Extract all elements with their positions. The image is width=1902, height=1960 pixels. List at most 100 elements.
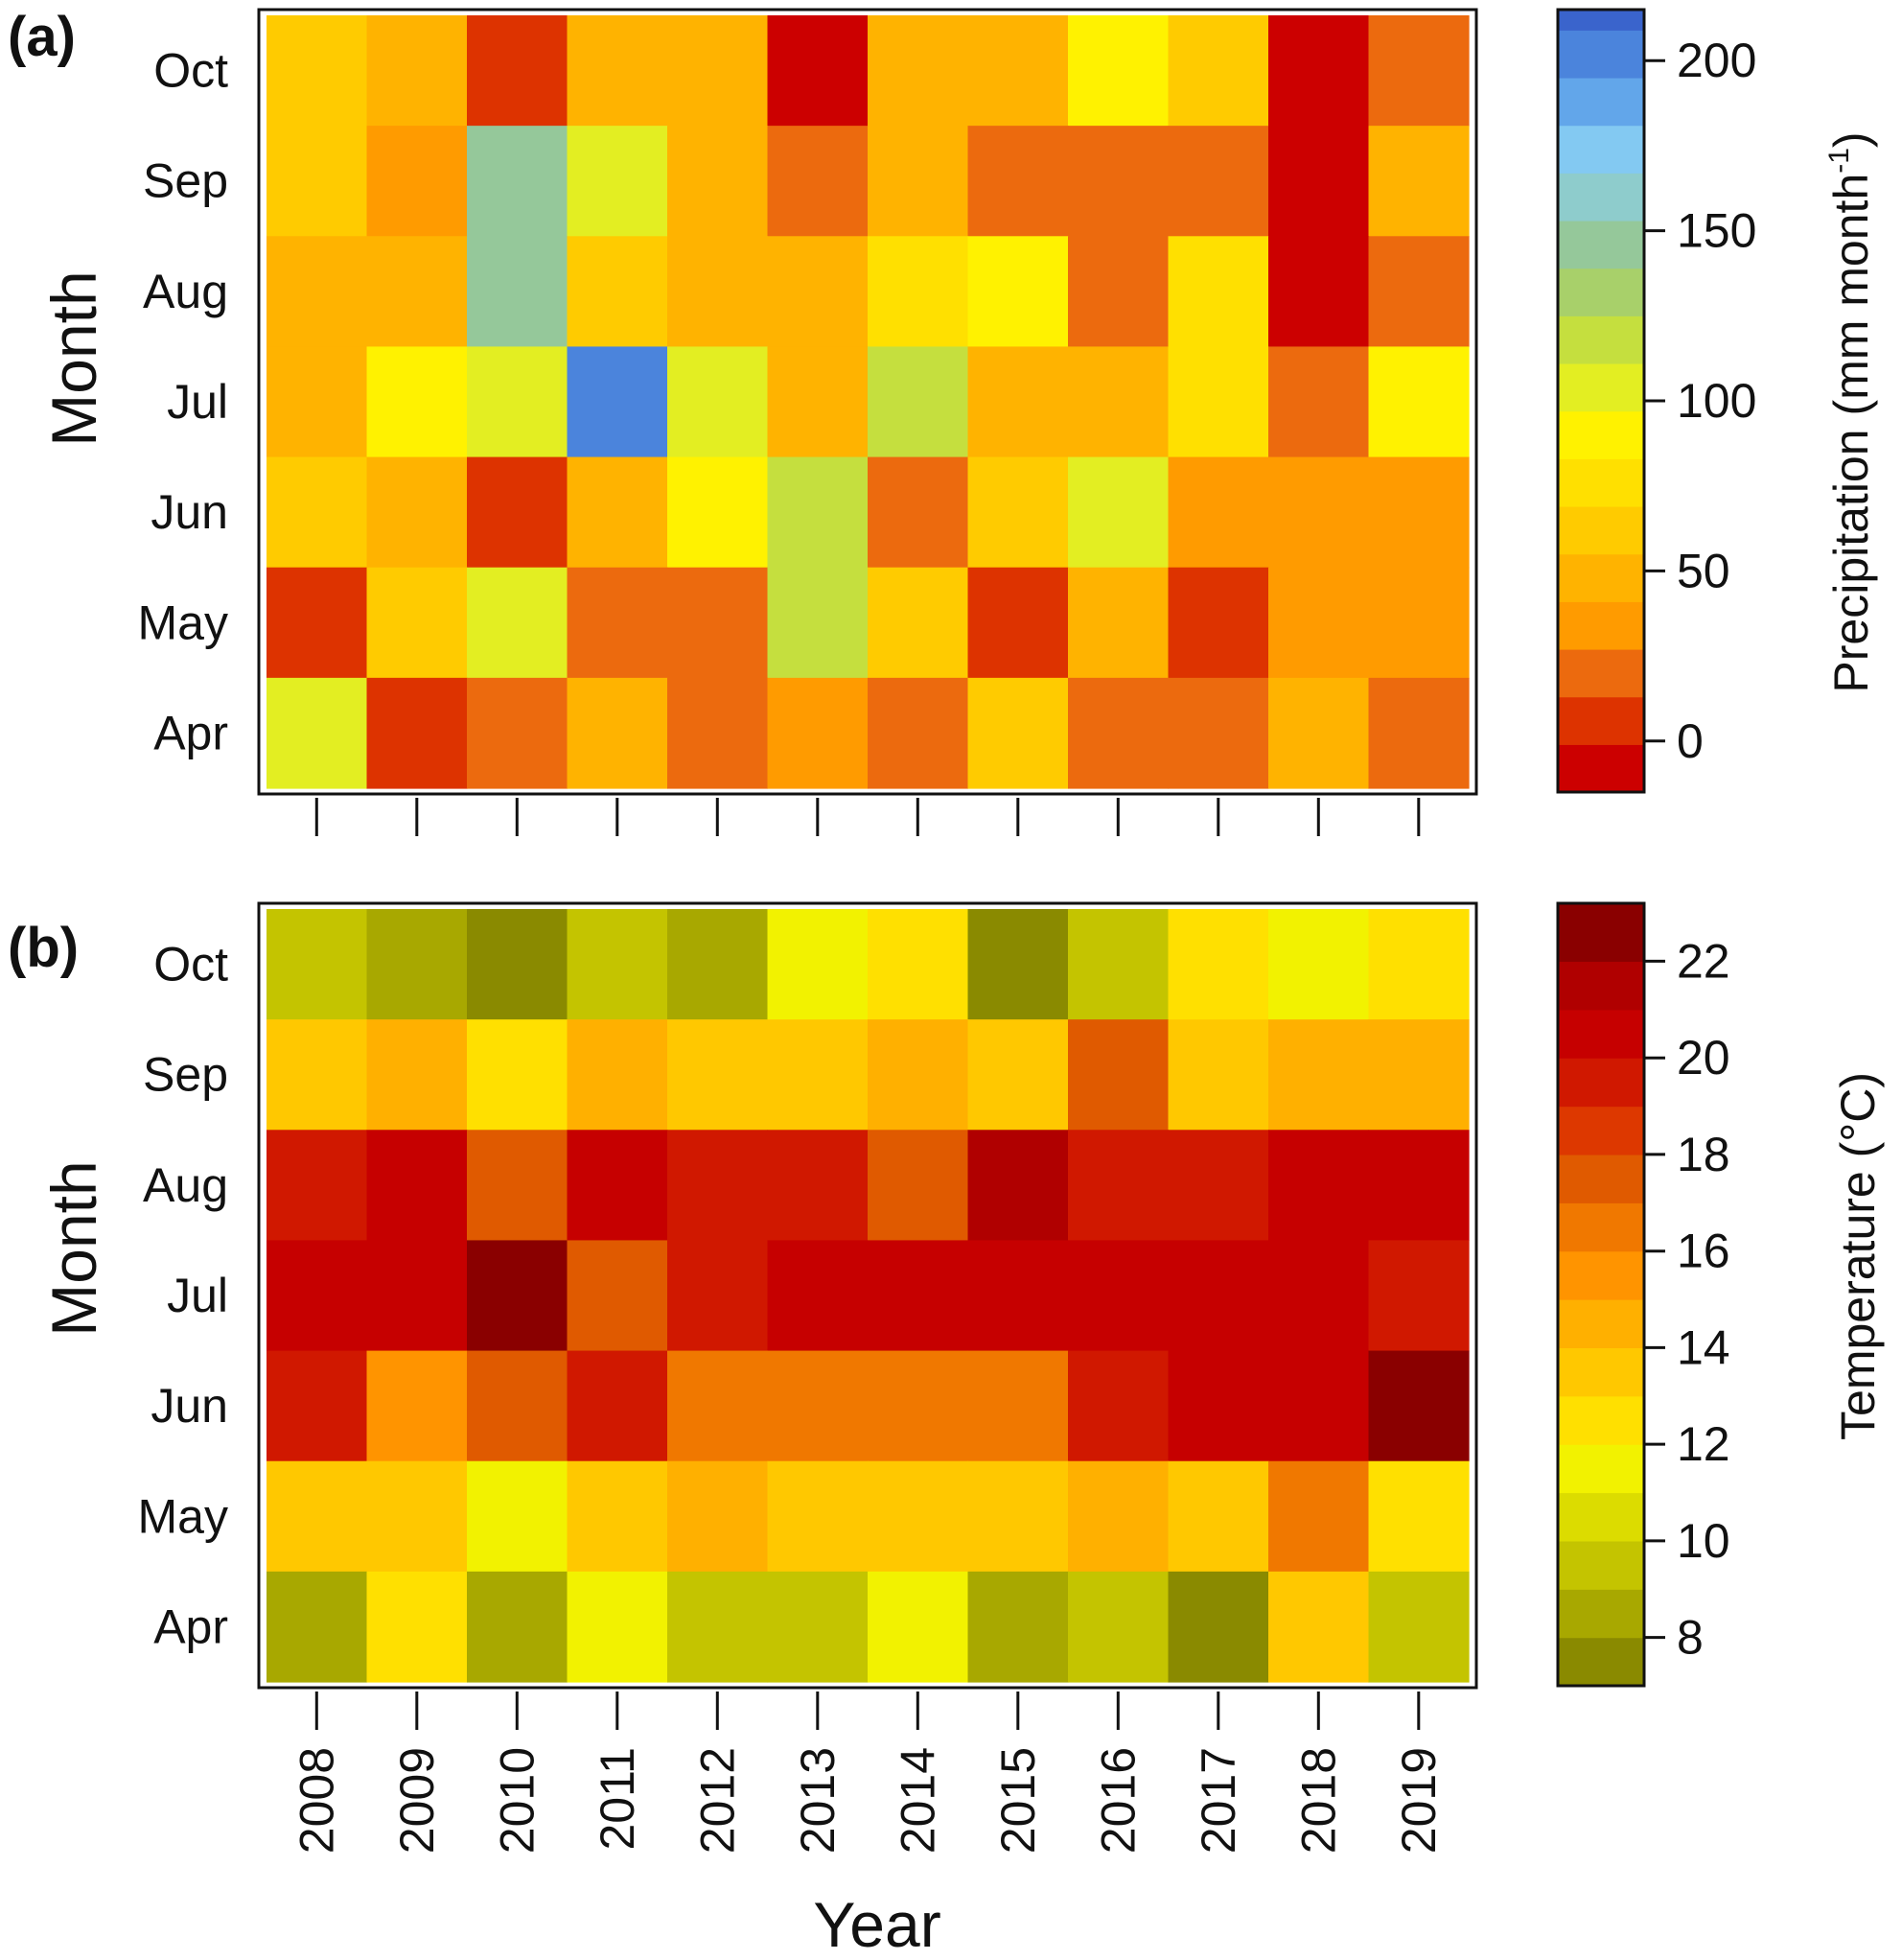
heatmap-a-cell-may-2019	[1368, 567, 1470, 679]
panel-a-label: (a)	[8, 6, 76, 68]
heatmap-b-cell-jun-2009	[366, 1350, 468, 1462]
colorbar-a-bin-15	[1558, 30, 1644, 79]
heatmap-a-cell-aug-2016	[1068, 236, 1170, 348]
heatmap-b-cell-jul-2017	[1168, 1240, 1269, 1352]
heatmap-b-cell-may-2009	[366, 1460, 468, 1573]
colorbar-a-bin-0	[1558, 744, 1644, 793]
colorbar-a-tick-label-200: 200	[1677, 34, 1756, 87]
colorbar-b-bin-5	[1558, 1395, 1644, 1445]
heatmap-b-cell-may-2016	[1068, 1460, 1170, 1573]
heatmap-b-cell-jul-2008	[267, 1240, 368, 1352]
heatmap-b-cell-apr-2012	[667, 1571, 769, 1683]
heatmap-a-cell-jul-2012	[667, 346, 769, 458]
heatmap-b-cell-jul-2016	[1068, 1240, 1170, 1352]
year-label-2009: 2009	[390, 1747, 444, 1854]
heatmap-b-cell-may-2012	[667, 1460, 769, 1573]
month-label-b-may: May	[138, 1489, 228, 1543]
heatmap-b-cell-jul-2012	[667, 1240, 769, 1352]
heatmap-b-cell-sep-2017	[1168, 1019, 1269, 1131]
heatmap-b-frame	[257, 901, 1478, 1690]
heatmap-b-cell-apr-2010	[467, 1571, 568, 1683]
heatmap-b-cell-sep-2010	[467, 1019, 568, 1131]
heatmap-a-cell-apr-2018	[1268, 677, 1370, 789]
heatmap-a-cell-jun-2010	[467, 456, 568, 569]
heatmap-a-cell-jul-2011	[567, 346, 668, 458]
heatmap-b-cell-sep-2018	[1268, 1019, 1370, 1131]
colorbar-a-bin-16	[1558, 10, 1644, 31]
heatmap-a-cell-sep-2015	[967, 126, 1069, 237]
heatmap-b-cell-may-2014	[868, 1460, 969, 1573]
heatmap-b-cell-aug-2015	[967, 1130, 1069, 1242]
heatmap-a-cell-oct-2019	[1368, 15, 1470, 127]
colorbar-a-bin-9	[1558, 315, 1644, 364]
heatmap-a-cell-apr-2013	[767, 677, 869, 789]
panel-a-precipitation: (a) Oct Sep Aug Jul Jun May Apr Month 0 50 100 15…	[8, 6, 1878, 836]
heatmap-a-cell-oct-2014	[868, 15, 969, 127]
colorbar-a-tick-label-50: 50	[1677, 544, 1730, 597]
colorbar-b-bin-8	[1558, 1250, 1644, 1300]
month-label-a-aug: Aug	[143, 265, 228, 318]
heatmap-b-cell-jul-2009	[366, 1240, 468, 1352]
colorbar-b-tick-label-12: 12	[1677, 1417, 1730, 1471]
heatmap-a-cell-sep-2019	[1368, 126, 1470, 237]
heatmap-b-month-labels: Oct Sep Aug Jul Jun May Apr	[138, 938, 229, 1654]
heatmap-b-cell-aug-2016	[1068, 1130, 1170, 1242]
heatmap-a-month-labels: Oct Sep Aug Jul Jun May Apr	[138, 44, 229, 760]
colorbar-b-title: Temperature (°C)	[1831, 1072, 1885, 1440]
colorbar-b-bin-3	[1558, 1492, 1644, 1542]
heatmap-a-cell-jul-2010	[467, 346, 568, 458]
heatmap-b-cell-aug-2012	[667, 1130, 769, 1242]
heatmap-a-cell-apr-2016	[1068, 677, 1170, 789]
heatmap-b-cell-may-2011	[567, 1460, 668, 1573]
heatmap-b-cell-oct-2009	[366, 909, 468, 1020]
colorbar-a-tick-label-0: 0	[1677, 714, 1704, 768]
heatmap-a-cell-aug-2009	[366, 236, 468, 348]
colorbar-b-bin-14	[1558, 961, 1644, 1011]
heatmap-a-cell-sep-2008	[267, 126, 368, 237]
heatmap-a-cell-apr-2017	[1168, 677, 1269, 789]
heatmap-a-cell-may-2012	[667, 567, 769, 679]
heatmap-b-cell-aug-2019	[1368, 1130, 1470, 1242]
year-label-2015: 2015	[991, 1747, 1045, 1854]
heatmap-b-cell-aug-2008	[267, 1130, 368, 1242]
heatmap-b-cell-jun-2010	[467, 1350, 568, 1462]
heatmap-b-cell-may-2017	[1168, 1460, 1269, 1573]
heatmap-b-cell-oct-2016	[1068, 909, 1170, 1020]
colorbar-b-tick-label-16: 16	[1677, 1225, 1730, 1278]
heatmap-a-cell-jun-2015	[967, 456, 1069, 569]
colorbar-a: 0 50 100 150 200	[1556, 8, 1756, 794]
heatmap-b-cell-oct-2019	[1368, 909, 1470, 1020]
colorbar-b-bin-0	[1558, 1637, 1644, 1687]
panel-b-temperature: (b) Oct Sep Aug Jul Jun May Apr Month 8 10 12 14 1…	[8, 901, 1885, 1730]
heatmap-a-cell-sep-2018	[1268, 126, 1370, 237]
heatmap-b-cell-oct-2008	[267, 909, 368, 1020]
heatmap-a-cell-sep-2017	[1168, 126, 1269, 237]
heatmap-b-cell-jun-2017	[1168, 1350, 1269, 1462]
heatmap-a-cell-may-2016	[1068, 567, 1170, 679]
heatmap-a-cell-oct-2011	[567, 15, 668, 127]
colorbar-b-tick-label-14: 14	[1677, 1320, 1730, 1374]
heatmap-a-frame	[257, 8, 1478, 796]
panel-b-label: (b)	[8, 917, 79, 979]
heatmap-a-cell-may-2015	[967, 567, 1069, 679]
year-label-2019: 2019	[1392, 1747, 1446, 1854]
heatmap-b-cell-sep-2008	[267, 1019, 368, 1131]
heatmap-b-cell-sep-2013	[767, 1019, 869, 1131]
colorbar-b-bin-2	[1558, 1540, 1644, 1590]
heatmap-b-cell-aug-2017	[1168, 1130, 1269, 1242]
heatmap-b-cell-jun-2016	[1068, 1350, 1170, 1462]
heatmap-a-cell-jun-2009	[366, 456, 468, 569]
heatmap-b-cell-apr-2014	[868, 1571, 969, 1683]
heatmap-a-cell-apr-2019	[1368, 677, 1470, 789]
heatmap-b-cell-jun-2013	[767, 1350, 869, 1462]
panel-b-y-axis-title: Month	[38, 1160, 109, 1336]
colorbar-a-title-sup: -1	[1823, 148, 1855, 174]
heatmap-a-cell-jul-2009	[366, 346, 468, 458]
heatmap-a-cell-jul-2016	[1068, 346, 1170, 458]
heatmap-b-cell-apr-2016	[1068, 1571, 1170, 1683]
heatmap-b-cell-jun-2015	[967, 1350, 1069, 1462]
year-label-2018: 2018	[1291, 1747, 1345, 1854]
heatmap-a-cell-sep-2014	[868, 126, 969, 237]
heatmap-b-cell-apr-2015	[967, 1571, 1069, 1683]
heatmap-b-cell-jul-2014	[868, 1240, 969, 1352]
